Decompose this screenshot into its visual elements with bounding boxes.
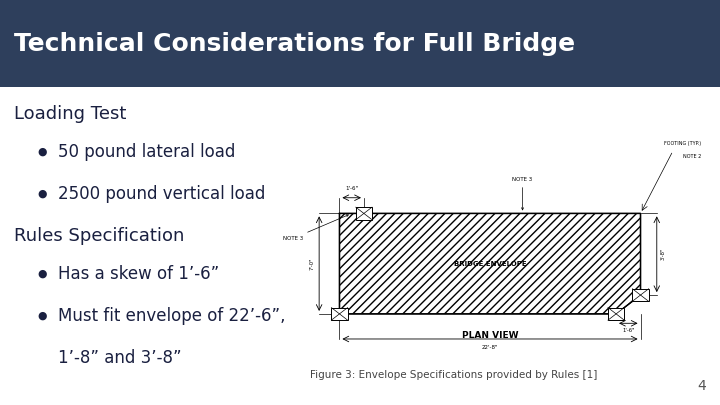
Text: Figure 3: Envelope Specifications provided by Rules [1]: Figure 3: Envelope Specifications provid…	[310, 370, 598, 380]
Text: 50 pound lateral load: 50 pound lateral load	[58, 143, 235, 161]
Text: Rules Specification: Rules Specification	[14, 227, 184, 245]
Text: 4: 4	[697, 379, 706, 393]
Text: BRIDGE ENVELOPE: BRIDGE ENVELOPE	[454, 261, 526, 266]
Bar	[0, 0, 720, 87]
Bar	[608, 308, 624, 320]
Text: 2500 pound vertical load: 2500 pound vertical load	[58, 185, 266, 203]
Text: 1'-6": 1'-6"	[345, 186, 358, 192]
Text: NOTE 3: NOTE 3	[513, 177, 533, 210]
Text: NOTE 3: NOTE 3	[283, 215, 348, 241]
Text: 1’-8” and 3’-8”: 1’-8” and 3’-8”	[58, 349, 181, 367]
Text: Has a skew of 1’-6”: Has a skew of 1’-6”	[58, 265, 220, 283]
Text: 3'-8": 3'-8"	[661, 248, 666, 260]
Bar	[632, 289, 649, 301]
Text: 7'-0": 7'-0"	[310, 258, 315, 270]
Bar	[356, 207, 372, 220]
Polygon shape	[340, 213, 641, 314]
Text: Loading Test: Loading Test	[14, 105, 127, 123]
Text: ●: ●	[37, 269, 47, 279]
Text: 22'-8": 22'-8"	[482, 345, 498, 350]
Text: NOTE 2: NOTE 2	[683, 154, 701, 159]
Text: PLAN VIEW: PLAN VIEW	[462, 331, 518, 340]
Text: Must fit envelope of 22’-6”,: Must fit envelope of 22’-6”,	[58, 307, 286, 325]
Text: Technical Considerations for Full Bridge: Technical Considerations for Full Bridge	[14, 32, 575, 55]
Text: ●: ●	[37, 189, 47, 199]
Bar	[331, 308, 348, 320]
Text: FOOTING (TYP.): FOOTING (TYP.)	[665, 141, 701, 146]
Text: ●: ●	[37, 311, 47, 321]
Text: 1'-6": 1'-6"	[622, 328, 634, 333]
Text: ●: ●	[37, 147, 47, 157]
